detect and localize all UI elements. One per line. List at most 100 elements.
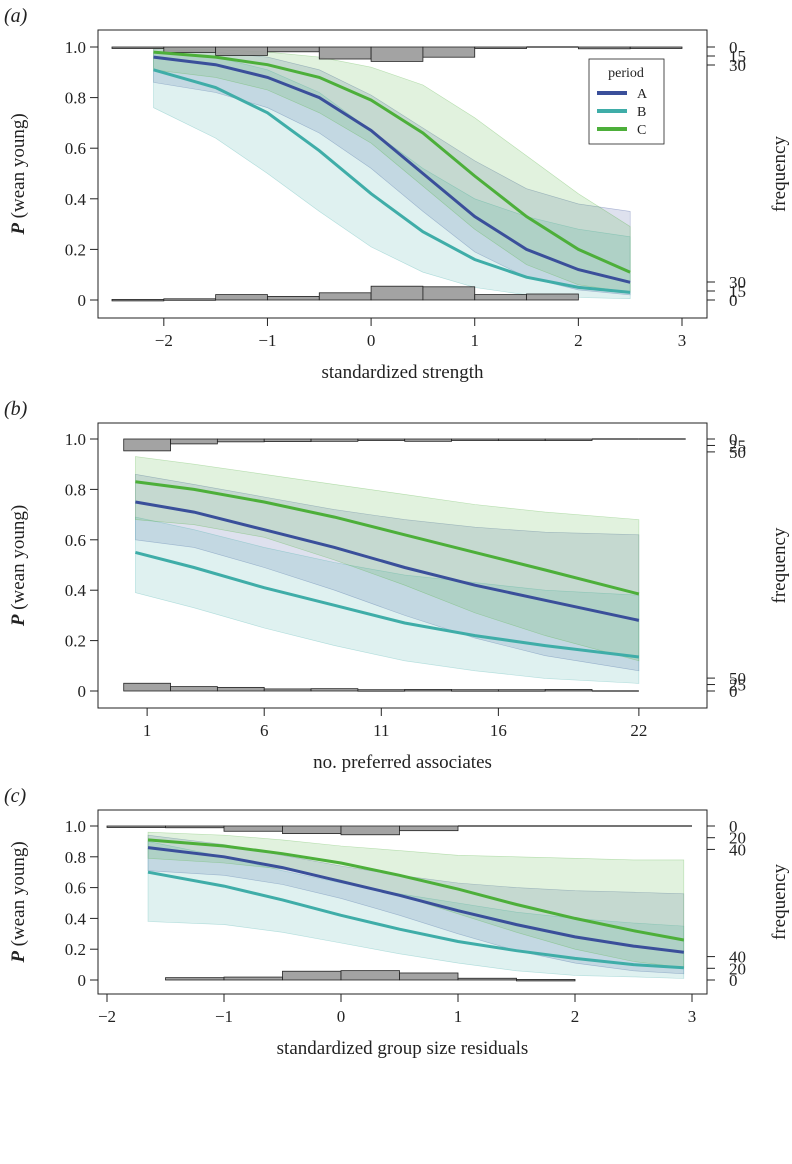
y-axis-title-rest: (wean young)	[8, 113, 29, 223]
y-axis-title: P (wean young)	[8, 113, 29, 235]
freq-top-tick-label: 50	[729, 443, 746, 462]
freq-bottom-tick-label: 15	[729, 282, 746, 301]
y-tick-label: 0.2	[65, 940, 86, 959]
hist-top-bar	[170, 438, 218, 445]
panel-b: (b)00.20.40.60.81.01 6 11 16 220255002550no.…	[4, 398, 790, 773]
hist-top-bar	[544, 438, 593, 441]
y-axis-title-italic: P	[8, 614, 29, 627]
hist-bottom-bar	[457, 977, 517, 981]
hist-top-bar	[451, 438, 499, 441]
hist-top-bar	[165, 825, 225, 829]
freq-top-tick-label: 0	[729, 38, 738, 57]
x-tick-label: −1	[258, 331, 276, 350]
ci-band-C	[135, 456, 640, 662]
hist-bottom-bar	[310, 688, 359, 692]
ci-band-A	[153, 49, 631, 296]
freq-bottom-tick-label: 50	[729, 669, 746, 688]
freq-top-tick-label: 0	[729, 430, 738, 449]
freq-bottom-tick-label: 40	[729, 948, 746, 967]
hist-top-bar	[215, 46, 268, 56]
hist-bottom-bar	[263, 688, 312, 692]
hist-top-bar	[340, 825, 400, 836]
x-axis-title: standardized group size residuals	[277, 1038, 529, 1059]
hist-bottom-bar	[267, 295, 320, 301]
y-tick-label: 0.4	[65, 909, 87, 928]
hist-top-bar	[577, 46, 631, 50]
y-axis-title: P (wean young)	[8, 505, 29, 627]
panel-label: (b)	[4, 398, 28, 420]
x-tick-label: −2	[155, 331, 173, 350]
y2-axis-title: frequency	[769, 136, 790, 212]
y-tick-label: 0.6	[65, 879, 86, 898]
hist-top-bar	[370, 46, 424, 62]
x-axis-title: standardized strength	[322, 362, 484, 383]
x-tick-label: 1	[143, 721, 152, 740]
y-axis-title: P (wean young)	[8, 841, 29, 963]
hist-bottom-bar	[544, 689, 593, 692]
hist-bottom-bar	[215, 294, 268, 301]
legend-label-B: B	[637, 105, 646, 120]
y-axis-title-rest: (wean young)	[8, 505, 29, 615]
hist-top-bar	[404, 438, 452, 442]
y2-axis-title: frequency	[769, 527, 790, 603]
panel-a: (a)00.20.40.60.81.0−2 −1 0 1 2 30153001530sta…	[4, 5, 790, 383]
hist-bottom-bar	[165, 977, 225, 981]
hist-bottom-bar	[357, 689, 406, 692]
legend-title: period	[608, 66, 644, 81]
hist-top-bar	[267, 46, 320, 53]
ci-band-A	[147, 834, 685, 975]
y-tick-label: 1.0	[65, 430, 86, 449]
series-line-C	[147, 838, 685, 942]
hist-bottom-bar	[497, 689, 546, 692]
x-tick-label: 11	[373, 721, 389, 740]
hist-bottom-bar	[404, 689, 452, 692]
hist-top-bar	[629, 46, 683, 49]
freq-top-tick-label: 30	[729, 56, 746, 75]
freq-bottom-tick-label: 20	[729, 959, 746, 978]
freq-bottom-tick-label: 25	[729, 676, 746, 695]
hist-top-bar	[163, 46, 217, 53]
freq-bottom-tick-label: 0	[729, 291, 738, 310]
hist-top-bar	[106, 825, 166, 828]
panel-c: (c)00.20.40.60.81.0−2 −1 0 1 2 30204002040sta…	[4, 785, 790, 1059]
series-line-A	[153, 55, 631, 284]
y-tick-label: 0.8	[65, 480, 86, 499]
hist-bottom-bar	[123, 682, 171, 692]
hist-top-bar	[263, 438, 312, 442]
hist-bottom-bar	[282, 970, 342, 981]
series-line-A	[147, 846, 684, 954]
hist-bottom-bar	[474, 294, 527, 301]
hist-bottom-bar	[340, 970, 400, 981]
y-tick-label: 0	[78, 291, 87, 310]
hist-top-bar	[422, 46, 476, 58]
freq-bottom-tick-label: 0	[729, 971, 738, 990]
hist-bottom-bar	[370, 285, 424, 301]
hist-top-bar	[357, 438, 406, 441]
hist-top-bar	[216, 438, 265, 443]
hist-top-bar	[497, 438, 546, 441]
y-tick-label: 0.2	[65, 632, 86, 651]
hist-bottom-bar	[223, 976, 283, 981]
series-line-C	[153, 50, 631, 274]
freq-top-tick-label: 20	[729, 829, 746, 848]
x-tick-label: 1	[454, 1007, 463, 1026]
y-axis-title-italic: P	[8, 951, 29, 964]
hist-top-bar	[282, 825, 342, 835]
hist-top-bar	[399, 825, 459, 832]
series-line-B	[135, 550, 640, 659]
series-line-C	[135, 480, 640, 596]
hist-top-bar	[318, 46, 372, 60]
hist-bottom-bar	[170, 686, 218, 692]
freq-top-tick-label: 25	[729, 436, 746, 455]
plot-frame	[97, 29, 708, 319]
x-tick-label: 2	[574, 331, 583, 350]
series-line-A	[135, 500, 640, 622]
hist-top-bar	[474, 46, 527, 49]
hist-bottom-bar	[516, 979, 576, 982]
hist-bottom-bar	[216, 686, 265, 692]
hist-bottom-bar	[111, 298, 165, 302]
hist-bottom-bar	[451, 689, 499, 692]
x-tick-label: 1	[470, 331, 479, 350]
hist-top-bar	[223, 825, 283, 832]
y-tick-label: 1.0	[65, 817, 86, 836]
